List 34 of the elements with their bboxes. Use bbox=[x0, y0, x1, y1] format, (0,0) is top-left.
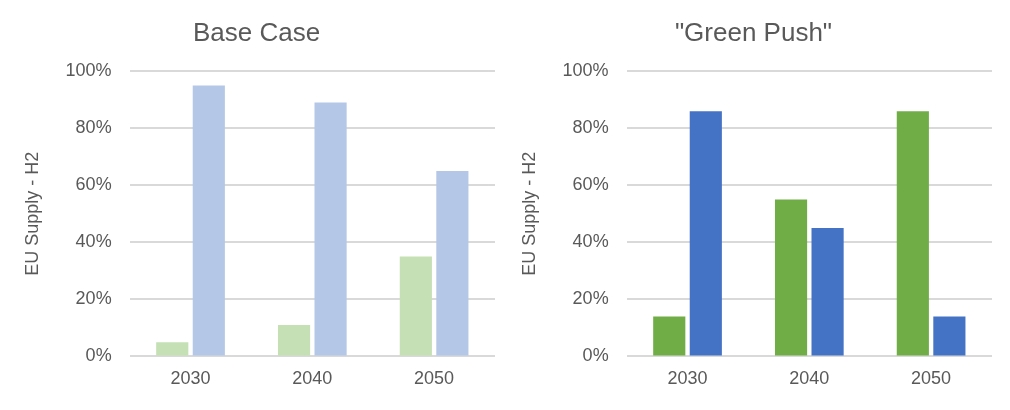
y-tick-label: 60% bbox=[572, 174, 609, 195]
y-tick-label: 60% bbox=[75, 174, 112, 195]
bar bbox=[277, 325, 311, 356]
bar bbox=[933, 316, 966, 356]
x-tick-label: 2040 bbox=[789, 368, 830, 389]
y-tick-label: 40% bbox=[75, 231, 112, 252]
bar bbox=[399, 256, 432, 356]
y-tick-label: 80% bbox=[75, 117, 112, 138]
bar bbox=[811, 228, 844, 356]
bar bbox=[689, 111, 722, 356]
y-axis-title: EU Supply - H2 bbox=[518, 151, 539, 276]
bar bbox=[156, 342, 189, 356]
chart-title: Base Case bbox=[192, 16, 321, 47]
chart-title: "Green Push" bbox=[674, 16, 833, 47]
y-tick-label: 100% bbox=[562, 60, 609, 81]
bar bbox=[314, 102, 347, 356]
bar bbox=[896, 111, 929, 356]
x-tick-label: 2050 bbox=[911, 368, 952, 389]
y-tick-label: 0% bbox=[582, 345, 609, 366]
x-tick-label: 2030 bbox=[667, 368, 708, 389]
y-axis-title: EU Supply - H2 bbox=[21, 151, 42, 276]
bar bbox=[774, 199, 808, 356]
y-tick-label: 40% bbox=[572, 231, 609, 252]
y-tick-label: 80% bbox=[572, 117, 609, 138]
y-tick-label: 100% bbox=[65, 60, 112, 81]
bar bbox=[653, 316, 686, 356]
x-tick-label: 2030 bbox=[170, 368, 211, 389]
y-tick-label: 0% bbox=[85, 345, 112, 366]
bar bbox=[436, 171, 469, 356]
y-tick-label: 20% bbox=[75, 288, 112, 309]
x-tick-label: 2050 bbox=[414, 368, 455, 389]
bar bbox=[192, 85, 225, 356]
x-tick-label: 2040 bbox=[292, 368, 333, 389]
y-tick-label: 20% bbox=[572, 288, 609, 309]
